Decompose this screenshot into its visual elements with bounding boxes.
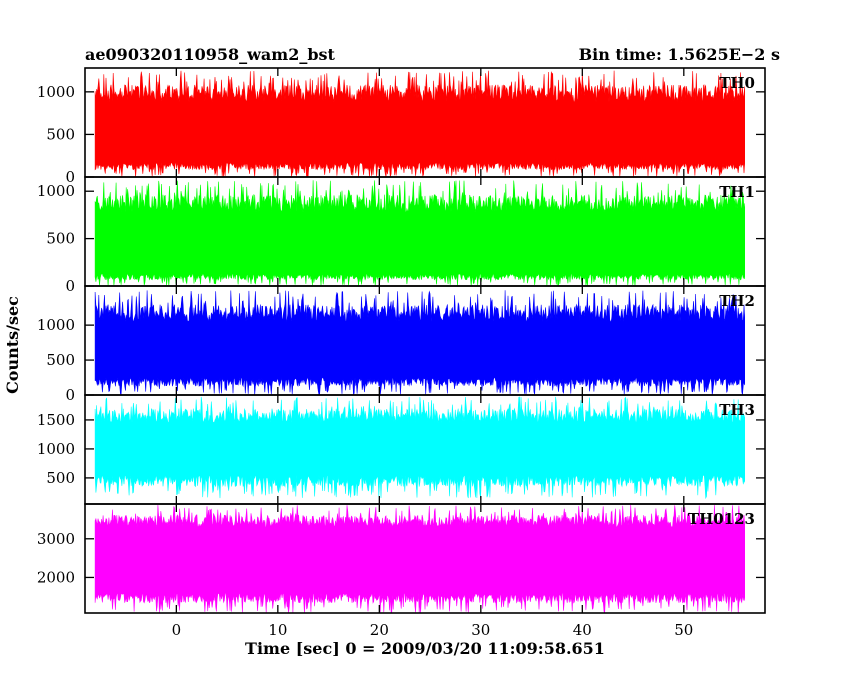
x-tick-label: 50	[674, 621, 693, 639]
y-tick-label: 500	[46, 351, 75, 369]
panel-th3: 500 1000 1500 TH3	[37, 394, 766, 505]
y-tick-label: 0	[65, 277, 75, 295]
panel-label-th2: TH2	[719, 292, 755, 310]
panel-label-th0123: TH0123	[688, 510, 755, 528]
panel-th0: 0 500 1000 TH0	[37, 67, 766, 186]
y-tick-label: 500	[46, 469, 75, 487]
y-tick-label: 2000	[37, 568, 75, 586]
panel-th0123: 2000 3000 TH0123	[37, 503, 766, 614]
x-tick-label: 30	[471, 621, 490, 639]
y-tick-label: 0	[65, 168, 75, 186]
y-tick-label: 3000	[37, 530, 75, 548]
series-th2	[94, 290, 745, 395]
series-th1	[94, 180, 745, 286]
chart-title-right: Bin time: 1.5625E−2 s	[579, 45, 780, 64]
chart-title-left: ae090320110958_wam2_bst	[85, 45, 336, 64]
y-tick-label: 1500	[37, 411, 75, 429]
panel-label-th3: TH3	[719, 401, 755, 419]
panel-th2: 0 500 1000 TH2	[37, 285, 766, 404]
y-axis-title: Counts/sec	[3, 296, 22, 394]
y-tick-label: 500	[46, 230, 75, 248]
series-th3	[94, 396, 745, 500]
y-tick-label: 1000	[37, 83, 75, 101]
panel-label-th0: TH0	[719, 74, 755, 92]
y-tick-label: 0	[65, 386, 75, 404]
x-axis-title: Time [sec] 0 = 2009/03/20 11:09:58.651	[245, 639, 605, 658]
x-tick-label: 20	[370, 621, 389, 639]
panel-label-th1: TH1	[719, 183, 755, 201]
series-th0123	[94, 504, 745, 613]
y-tick-label: 1000	[37, 182, 75, 200]
panel-frame	[84, 503, 766, 614]
y-tick-label: 1000	[37, 440, 75, 458]
series-th0	[94, 70, 745, 177]
y-tick-label: 500	[46, 125, 75, 143]
x-tick-label: 0	[172, 621, 182, 639]
x-tick-label: 10	[268, 621, 287, 639]
y-tick-label: 1000	[37, 316, 75, 334]
panel-th1: 0 500 1000 TH1	[37, 176, 766, 295]
x-tick-label: 40	[573, 621, 592, 639]
